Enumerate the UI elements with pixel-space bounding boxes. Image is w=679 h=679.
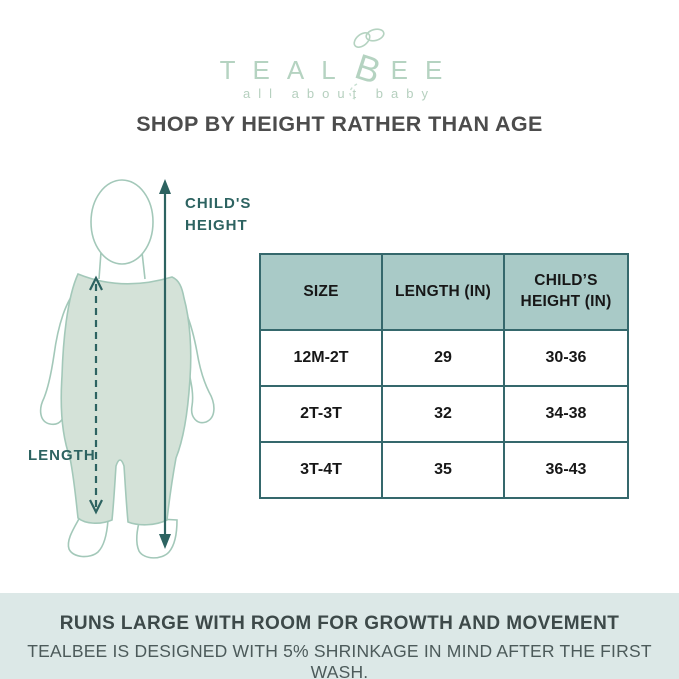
baby-neck-line-left xyxy=(98,251,102,280)
header-size: SIZE xyxy=(259,253,383,331)
baby-head xyxy=(90,179,154,265)
cell-size: 12M-2T xyxy=(259,329,383,387)
bee-wing-left xyxy=(353,32,371,48)
baby-romper xyxy=(60,272,192,526)
cell-length: 32 xyxy=(381,385,505,443)
baby-left-foot xyxy=(67,516,109,558)
footer-note-line1: RUNS LARGE WITH ROOM FOR GROWTH AND MOVE… xyxy=(59,613,620,634)
cell-height: 34-38 xyxy=(503,385,629,443)
cell-length: 35 xyxy=(381,441,505,499)
height-arrow-head-top xyxy=(159,179,171,194)
baby-neck-line-right xyxy=(141,251,146,280)
height-arrow-head-bottom xyxy=(159,534,171,549)
table-row: 2T-3T 32 34-38 xyxy=(259,385,629,443)
footer-note: RUNS LARGE WITH ROOM FOR GROWTH AND MOVE… xyxy=(0,593,679,679)
header-childs-height: CHILD’S HEIGHT (IN) xyxy=(503,253,629,331)
page-title: SHOP BY HEIGHT RATHER THAN AGE xyxy=(136,112,543,136)
brand-logo: TEAL B EE xyxy=(0,28,679,100)
baby-right-foot xyxy=(135,517,178,559)
table-header-row: SIZE LENGTH (IN) CHILD’S HEIGHT (IN) xyxy=(259,253,629,331)
logo-letters-right: EE xyxy=(390,54,460,85)
cell-size: 2T-3T xyxy=(259,385,383,443)
childs-height-label: CHILD'S HEIGHT xyxy=(185,193,251,237)
length-arrow-head-bottom xyxy=(89,499,103,515)
cell-length: 29 xyxy=(381,329,505,387)
logo-letters-left: TEAL xyxy=(219,54,353,85)
length-arrow-head-top xyxy=(89,275,103,291)
baby-measurement-diagram xyxy=(39,179,215,559)
cell-height: 36-43 xyxy=(503,441,629,499)
table-row: 12M-2T 29 30-36 xyxy=(259,329,629,387)
bee-icon: B xyxy=(348,28,385,100)
childs-height-label-line1: CHILD'S xyxy=(185,195,252,212)
size-chart-table: SIZE LENGTH (IN) CHILD’S HEIGHT (IN) 12M… xyxy=(259,253,629,499)
cell-height: 30-36 xyxy=(503,329,629,387)
footer-note-line2: TEALBEE IS DESIGNED WITH 5% SHRINKAGE IN… xyxy=(27,641,652,679)
header-length: LENGTH (IN) xyxy=(381,253,505,331)
table-row: 3T-4T 35 36-43 xyxy=(259,441,629,499)
childs-height-label-line2: HEIGHT xyxy=(185,217,248,234)
bee-wing-right xyxy=(365,28,385,42)
brand-tagline: all about baby xyxy=(243,86,436,101)
cell-size: 3T-4T xyxy=(259,441,383,499)
length-label: LENGTH xyxy=(28,447,96,464)
bee-flight-trail xyxy=(348,83,358,100)
